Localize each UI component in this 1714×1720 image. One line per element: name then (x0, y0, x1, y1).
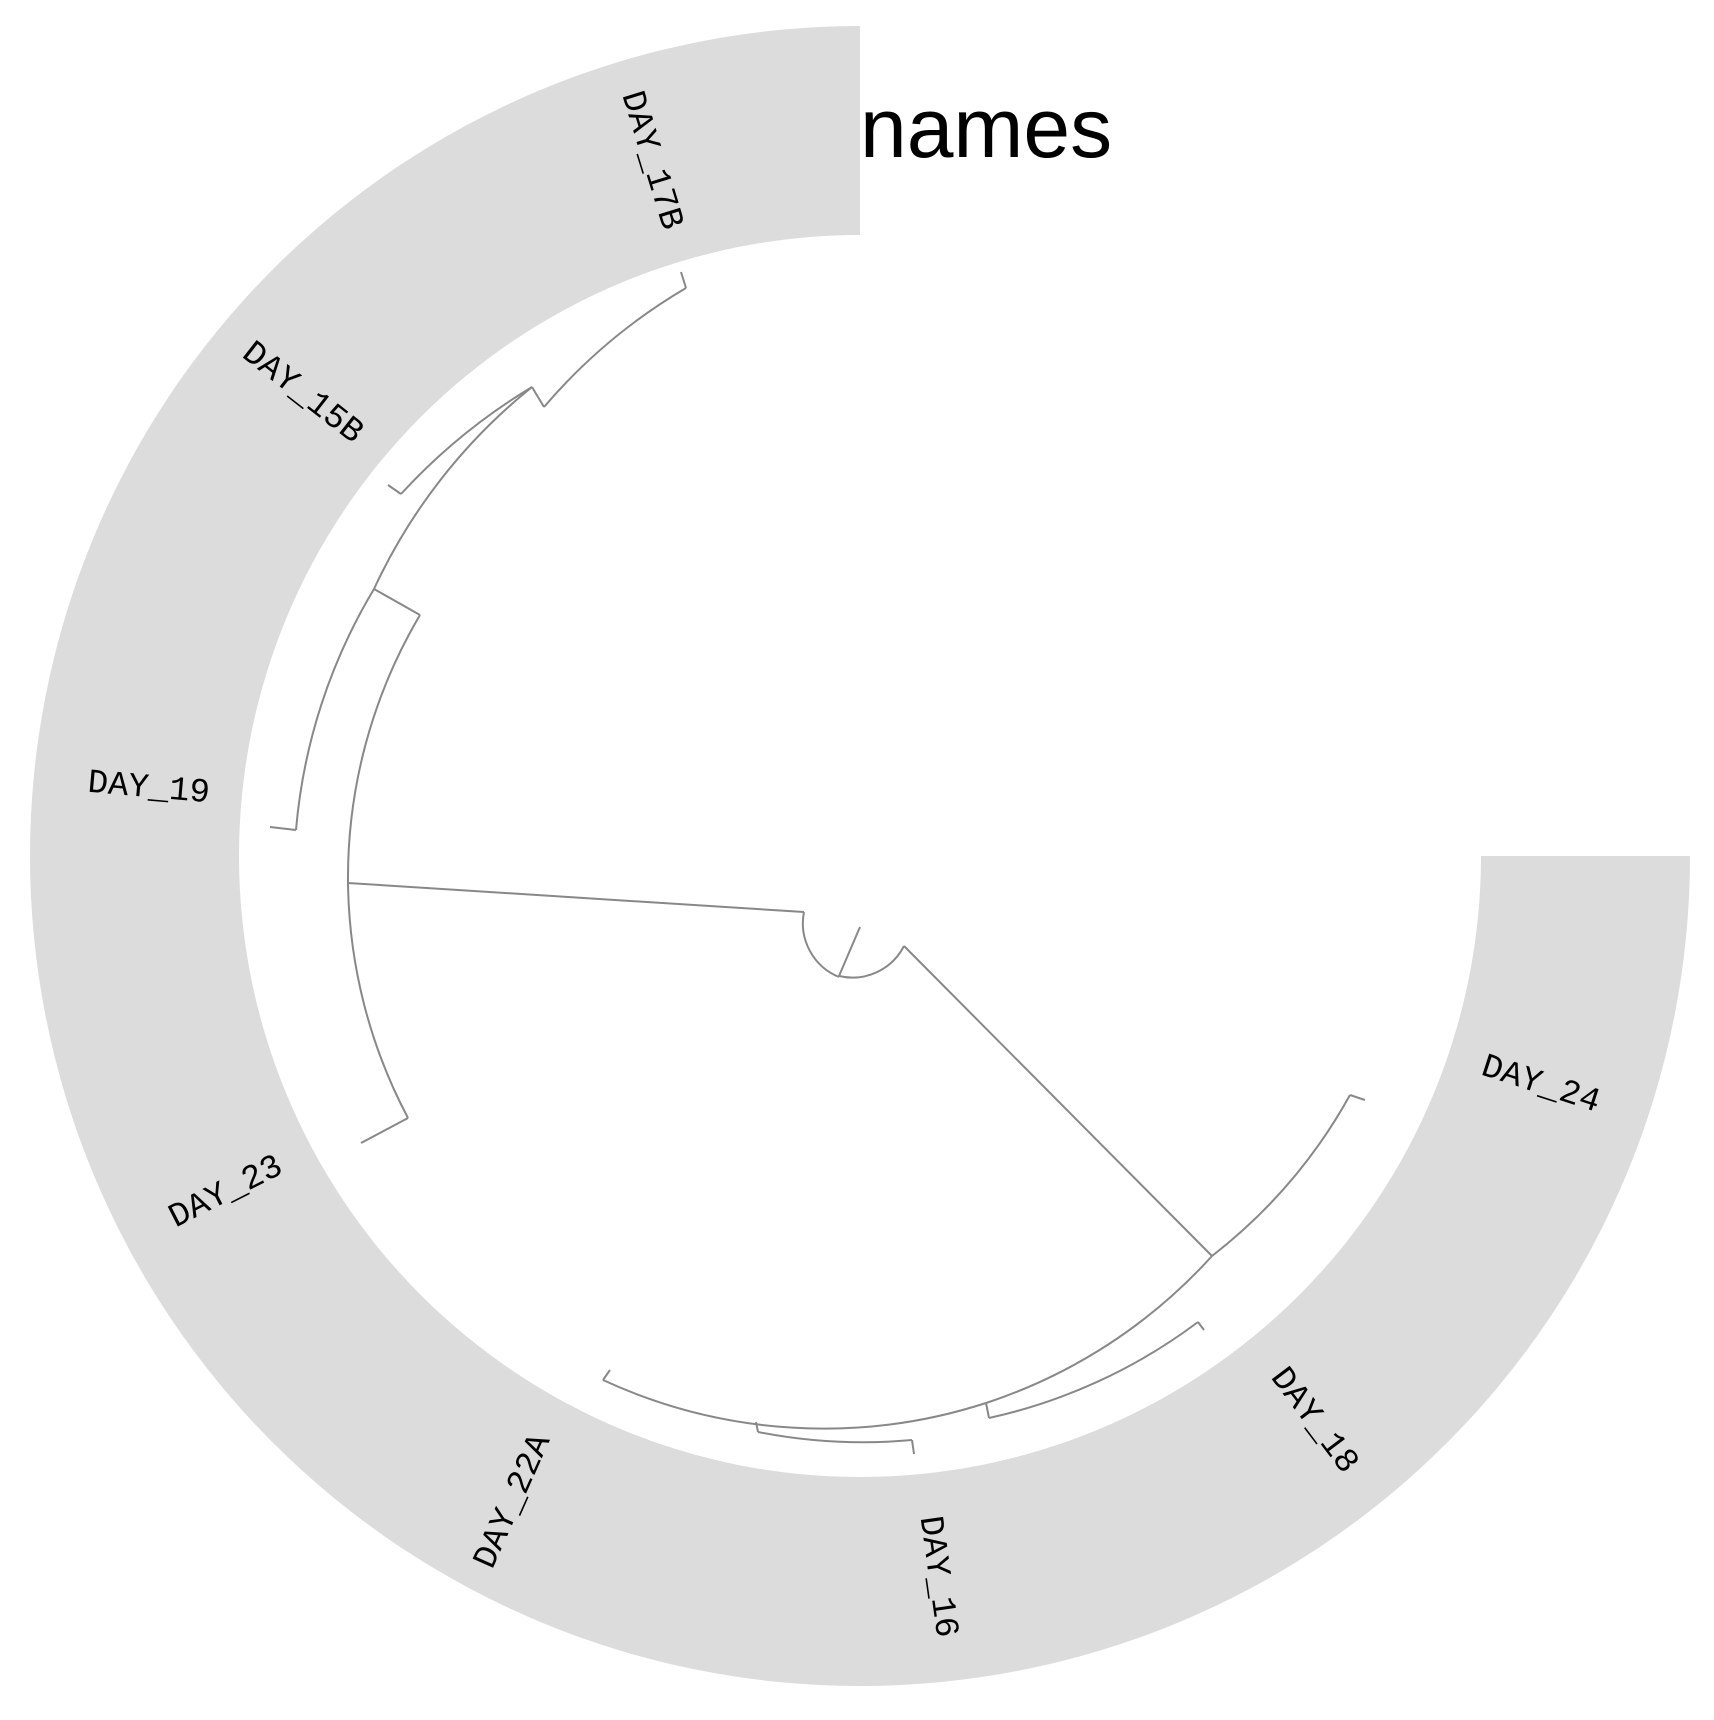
stem-day18-subclade (985, 1402, 990, 1419)
branch-left-clade (347, 882, 805, 913)
dendrogram-branches (269, 271, 1366, 1455)
tip-day-22a (602, 1369, 611, 1381)
root-stem (838, 926, 861, 977)
arc-day15b (400, 386, 533, 495)
arc-day16 (757, 1431, 913, 1444)
arc-bottom-clade (602, 1379, 987, 1430)
tip-day-17b (680, 271, 687, 289)
tip-day-16 (911, 1439, 915, 1455)
names-track-band (30, 26, 1690, 1686)
tip-day-24 (1349, 1094, 1366, 1101)
tip-day-19 (269, 826, 297, 831)
tip-day-23 (360, 1117, 409, 1144)
tip-day-15b (387, 484, 402, 495)
arc-day17b (543, 287, 687, 408)
stem-day16 (755, 1421, 759, 1433)
tip-day-18 (1197, 1321, 1205, 1331)
arc-upper-left-clade (373, 386, 533, 590)
stem-day15b-day17b (531, 386, 545, 408)
root-arc (801, 911, 840, 978)
arc-day19 (295, 588, 375, 831)
arc-left-clade-lower (347, 882, 409, 1119)
arc-right-clade-lower (985, 1255, 1213, 1404)
arc-left-clade-upper (346, 614, 421, 884)
arc-day18-subclade (988, 1321, 1199, 1419)
arc-right-clade (1211, 1094, 1351, 1257)
track-title: names (860, 81, 1112, 175)
branch-right-clade (903, 945, 1213, 1257)
root-arc-right (838, 945, 905, 979)
stem-upper-left-clade (373, 588, 421, 616)
